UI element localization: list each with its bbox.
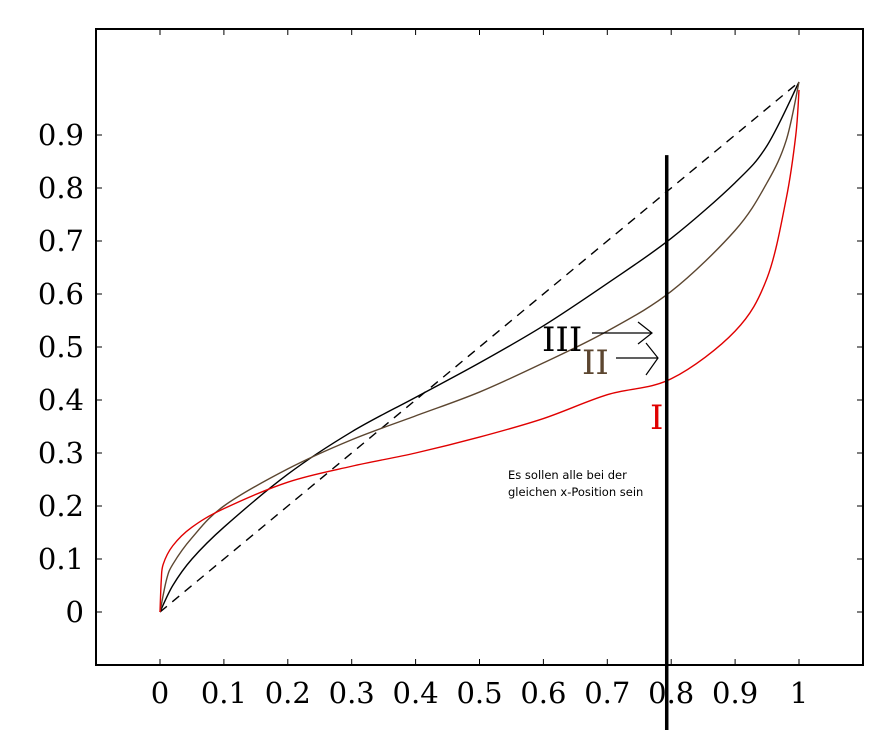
y-tick-label: 0.6 <box>38 277 84 311</box>
x-tick-label: 0.7 <box>584 676 630 710</box>
y-tick-label: 0.3 <box>38 436 84 470</box>
series-line-III <box>159 81 800 613</box>
y-tick-label: 0.4 <box>38 383 84 417</box>
x-tick-label: 0.2 <box>265 676 311 710</box>
x-tick-label: 1 <box>790 676 808 710</box>
arrow-III <box>592 321 653 345</box>
annotation-note: Es sollen alle bei der gleichen x-Positi… <box>508 468 644 499</box>
y-tick-label: 0.8 <box>38 171 84 205</box>
y-tick-label: 0.9 <box>38 118 84 152</box>
arrow-II <box>616 342 659 376</box>
x-tick-label: 0.4 <box>393 676 439 710</box>
series-line-I <box>159 89 800 613</box>
x-tick-label: 0.9 <box>712 676 758 710</box>
x-tick-label: 0.8 <box>648 676 694 710</box>
label-II: II <box>582 343 609 383</box>
x-tick-label: 0 <box>151 676 169 710</box>
y-tick-label: 0.1 <box>38 542 84 576</box>
x-tick-label: 0.5 <box>456 676 502 710</box>
series-line-diagonal <box>159 81 800 613</box>
series-group <box>159 81 800 613</box>
series-line-II <box>159 81 800 613</box>
y-tick-label: 0.2 <box>38 489 84 523</box>
x-tick-label: 0.3 <box>329 676 375 710</box>
label-III: III <box>542 320 582 360</box>
y-tick-label: 0.5 <box>38 330 84 364</box>
plot-frame <box>95 28 864 666</box>
tick-labels: 0 0.1 0.2 0.3 0.4 0.5 0.6 0.7 0.8 0.9 1 0 0.1 0.2 0.3 0… <box>38 118 808 710</box>
y-tick-label: 0.7 <box>38 224 84 258</box>
y-tick-label: 0 <box>66 595 84 629</box>
label-I: I <box>650 398 663 438</box>
x-tick-label: 0.1 <box>201 676 247 710</box>
x-tick-label: 0.6 <box>520 676 566 710</box>
